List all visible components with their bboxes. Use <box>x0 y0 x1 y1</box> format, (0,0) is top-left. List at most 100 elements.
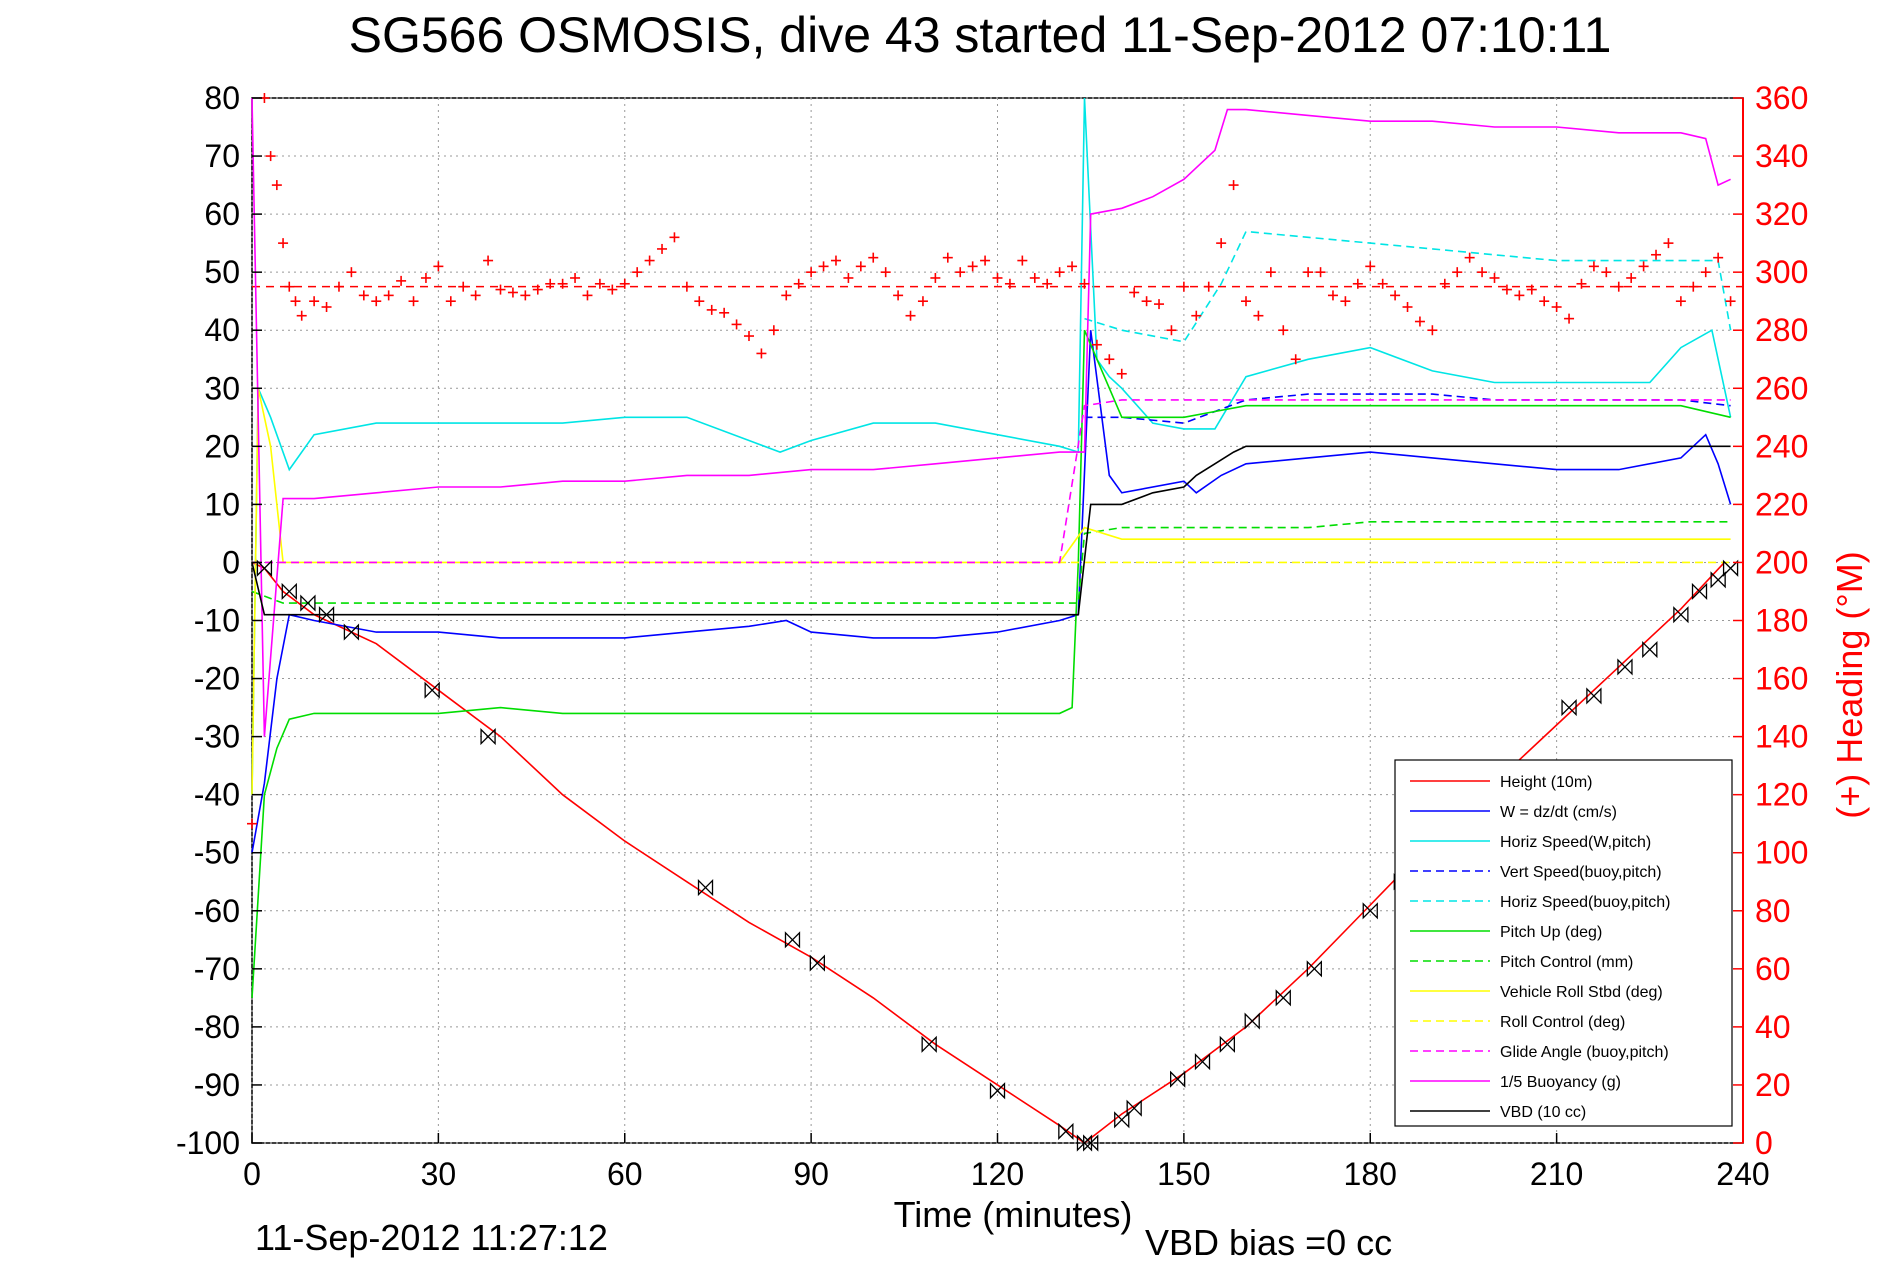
right-tick-label: 260 <box>1755 370 1808 406</box>
heading-point <box>893 290 904 301</box>
heading-point <box>247 818 257 829</box>
x-tick-label: 180 <box>1344 1156 1397 1192</box>
x-tick-label: 0 <box>243 1156 261 1192</box>
heading-point <box>868 252 879 263</box>
heading-point <box>1663 238 1674 249</box>
dive-marker <box>424 681 440 699</box>
heading-point <box>1327 290 1338 301</box>
right-tick-label: 20 <box>1755 1067 1791 1103</box>
series-line-1 <box>251 330 1732 853</box>
dive-marker <box>1083 1134 1099 1152</box>
right-tick-label: 300 <box>1755 254 1808 290</box>
heading-point <box>955 267 966 278</box>
x-tick-label: 240 <box>1716 1156 1769 1192</box>
right-tick-label: 340 <box>1755 138 1808 174</box>
heading-point <box>495 284 506 295</box>
heading-point <box>1439 278 1450 289</box>
series-line-5 <box>251 329 1731 998</box>
dive-marker <box>784 931 801 949</box>
y-tick-label: -10 <box>194 603 240 639</box>
heading-point <box>1017 255 1028 266</box>
heading-point <box>1477 267 1488 278</box>
dive-marker <box>343 623 360 641</box>
heading-point <box>830 255 841 266</box>
heading-point <box>470 290 481 301</box>
heading-point <box>1427 325 1438 336</box>
y-tick-label: -90 <box>194 1067 240 1103</box>
legend-label-1: W = dz/dt (cm/s) <box>1500 804 1617 821</box>
x-axis-label: Time (minutes) <box>894 1194 1133 1235</box>
heading-point <box>644 255 655 266</box>
y-tick-label: -70 <box>194 951 240 987</box>
heading-point <box>358 290 369 301</box>
heading-point <box>1029 272 1040 283</box>
right-tick-label: 160 <box>1755 661 1808 697</box>
right-tick-label: 60 <box>1755 951 1791 987</box>
x-tick-label: 90 <box>793 1156 829 1192</box>
heading-point <box>1414 316 1425 327</box>
y-tick-label: 80 <box>204 80 240 116</box>
heading-point <box>290 296 301 307</box>
heading-point <box>669 232 680 243</box>
right-tick-label: 220 <box>1755 486 1808 522</box>
heading-point <box>607 284 618 295</box>
heading-point <box>1154 299 1165 310</box>
heading-point <box>1216 238 1227 249</box>
heading-point <box>632 267 643 278</box>
dive-marker <box>1722 559 1739 577</box>
heading-point <box>1129 287 1140 298</box>
heading-point <box>1166 325 1177 336</box>
heading-point <box>1626 272 1637 283</box>
heading-point <box>1191 310 1202 321</box>
heading-point <box>992 272 1003 283</box>
dive-marker <box>921 1035 937 1053</box>
heading-point <box>1054 267 1065 278</box>
heading-point <box>793 278 804 289</box>
y-tick-label: 0 <box>222 544 240 580</box>
heading-point <box>1526 284 1537 295</box>
y-tick-label: -30 <box>194 719 240 755</box>
heading-point <box>719 307 730 318</box>
dive-marker <box>1561 699 1577 717</box>
heading-point <box>967 261 978 272</box>
y-tick-label: 20 <box>204 428 240 464</box>
heading-point <box>1489 272 1500 283</box>
heading-point <box>271 180 282 191</box>
right-tick-label: 360 <box>1755 80 1808 116</box>
heading-point <box>1700 267 1711 278</box>
heading-point <box>1551 302 1562 312</box>
heading-point <box>433 261 444 272</box>
series-line-9 <box>252 399 1731 564</box>
dive-marker <box>300 594 316 612</box>
heading-point <box>1253 310 1264 321</box>
heading-point <box>1265 267 1276 278</box>
legend-label-5: Pitch Up (deg) <box>1500 924 1602 941</box>
heading-point <box>483 255 494 266</box>
heading-point <box>1290 354 1301 365</box>
heading-point <box>1315 267 1326 278</box>
heading-point <box>1725 296 1736 307</box>
footer-vbd-bias: VBD bias =0 cc <box>1145 1222 1392 1262</box>
heading-point <box>806 267 817 278</box>
dive-marker <box>1642 640 1658 659</box>
dive-marker <box>697 878 714 897</box>
heading-point <box>1576 278 1587 289</box>
legend-label-4: Horiz Speed(buoy,pitch) <box>1500 894 1670 911</box>
chart-title: SG566 OSMOSIS, dive 43 started 11-Sep-20… <box>349 7 1612 63</box>
right-tick-label: 280 <box>1755 312 1808 348</box>
y-tick-label: -20 <box>194 661 240 697</box>
heading-point <box>1464 252 1475 263</box>
dive-marker <box>989 1082 1006 1100</box>
heading-point <box>1241 296 1251 307</box>
y-tick-label: 70 <box>204 138 240 174</box>
heading-point <box>930 272 941 283</box>
footer-timestamp: 11-Sep-2012 11:27:12 <box>255 1217 608 1258</box>
x-tick-label: 120 <box>971 1156 1024 1192</box>
dive-marker <box>480 728 496 746</box>
legend-label-9: Glide Angle (buoy,pitch) <box>1500 1044 1669 1061</box>
heading-point <box>1079 278 1090 289</box>
series-line-6 <box>251 520 1731 604</box>
right-tick-label: 240 <box>1755 428 1808 464</box>
heading-point <box>744 331 754 342</box>
